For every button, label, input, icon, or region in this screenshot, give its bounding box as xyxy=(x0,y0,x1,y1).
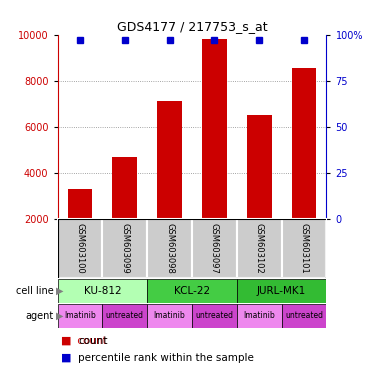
Text: GSM603101: GSM603101 xyxy=(299,223,309,274)
Text: cell line: cell line xyxy=(16,286,54,296)
Text: GSM603098: GSM603098 xyxy=(165,223,174,274)
Bar xyxy=(102,219,147,278)
Text: KCL-22: KCL-22 xyxy=(174,286,210,296)
Bar xyxy=(292,68,316,219)
Bar xyxy=(192,219,237,278)
Text: Imatinib: Imatinib xyxy=(64,311,96,320)
Text: ■: ■ xyxy=(61,336,72,346)
Bar xyxy=(102,304,147,328)
Bar xyxy=(282,304,326,328)
Text: KU-812: KU-812 xyxy=(83,286,121,296)
Text: GSM603102: GSM603102 xyxy=(255,223,264,274)
Text: ▶: ▶ xyxy=(56,286,63,296)
Bar xyxy=(112,157,137,219)
Bar xyxy=(202,39,227,219)
Text: count: count xyxy=(78,336,108,346)
Bar xyxy=(58,304,102,328)
Bar xyxy=(58,219,102,278)
Title: GDS4177 / 217753_s_at: GDS4177 / 217753_s_at xyxy=(117,20,267,33)
Text: untreated: untreated xyxy=(196,311,233,320)
Bar xyxy=(58,279,147,303)
Text: Imatinib: Imatinib xyxy=(154,311,186,320)
Text: ▶: ▶ xyxy=(56,311,63,321)
Bar xyxy=(147,304,192,328)
Bar xyxy=(68,189,92,219)
Bar xyxy=(237,219,282,278)
Bar xyxy=(157,101,182,219)
Text: untreated: untreated xyxy=(106,311,144,320)
Text: GSM603097: GSM603097 xyxy=(210,223,219,274)
Text: ■  count: ■ count xyxy=(61,336,107,346)
Text: Imatinib: Imatinib xyxy=(243,311,275,320)
Bar xyxy=(147,219,192,278)
Bar xyxy=(247,115,272,219)
Bar xyxy=(237,279,326,303)
Text: percentile rank within the sample: percentile rank within the sample xyxy=(78,353,254,363)
Text: GSM603099: GSM603099 xyxy=(120,223,129,274)
Text: ■: ■ xyxy=(61,353,72,363)
Bar xyxy=(237,304,282,328)
Text: agent: agent xyxy=(26,311,54,321)
Bar xyxy=(147,279,237,303)
Text: GSM603100: GSM603100 xyxy=(75,223,85,274)
Text: untreated: untreated xyxy=(285,311,323,320)
Text: JURL-MK1: JURL-MK1 xyxy=(257,286,306,296)
Bar xyxy=(282,219,326,278)
Bar xyxy=(192,304,237,328)
